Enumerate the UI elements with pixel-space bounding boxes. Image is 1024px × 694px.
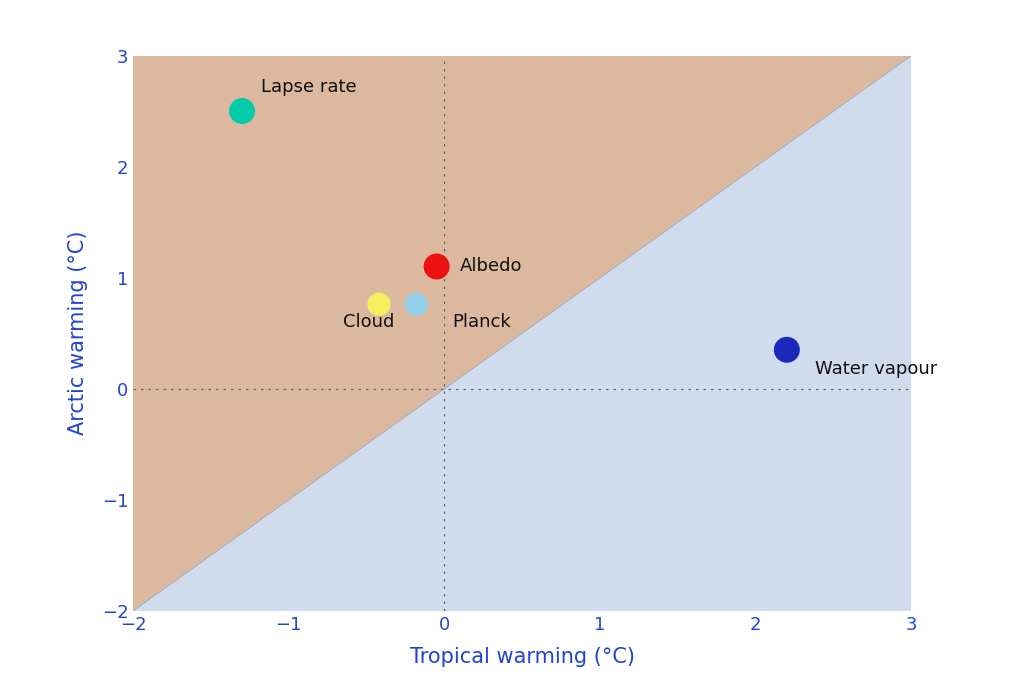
Text: Albedo: Albedo bbox=[460, 257, 522, 276]
Point bbox=[371, 298, 387, 310]
Text: Planck: Planck bbox=[453, 313, 511, 331]
Point bbox=[778, 344, 795, 355]
Text: Lapse rate: Lapse rate bbox=[261, 78, 356, 96]
Polygon shape bbox=[133, 56, 911, 611]
Y-axis label: Arctic warming (°C): Arctic warming (°C) bbox=[68, 231, 88, 435]
X-axis label: Tropical warming (°C): Tropical warming (°C) bbox=[410, 648, 635, 668]
Point bbox=[233, 105, 250, 117]
Text: Water vapour: Water vapour bbox=[815, 359, 937, 378]
Point bbox=[428, 261, 444, 272]
Text: Cloud: Cloud bbox=[343, 313, 394, 331]
Point bbox=[409, 298, 425, 310]
Polygon shape bbox=[133, 56, 911, 611]
